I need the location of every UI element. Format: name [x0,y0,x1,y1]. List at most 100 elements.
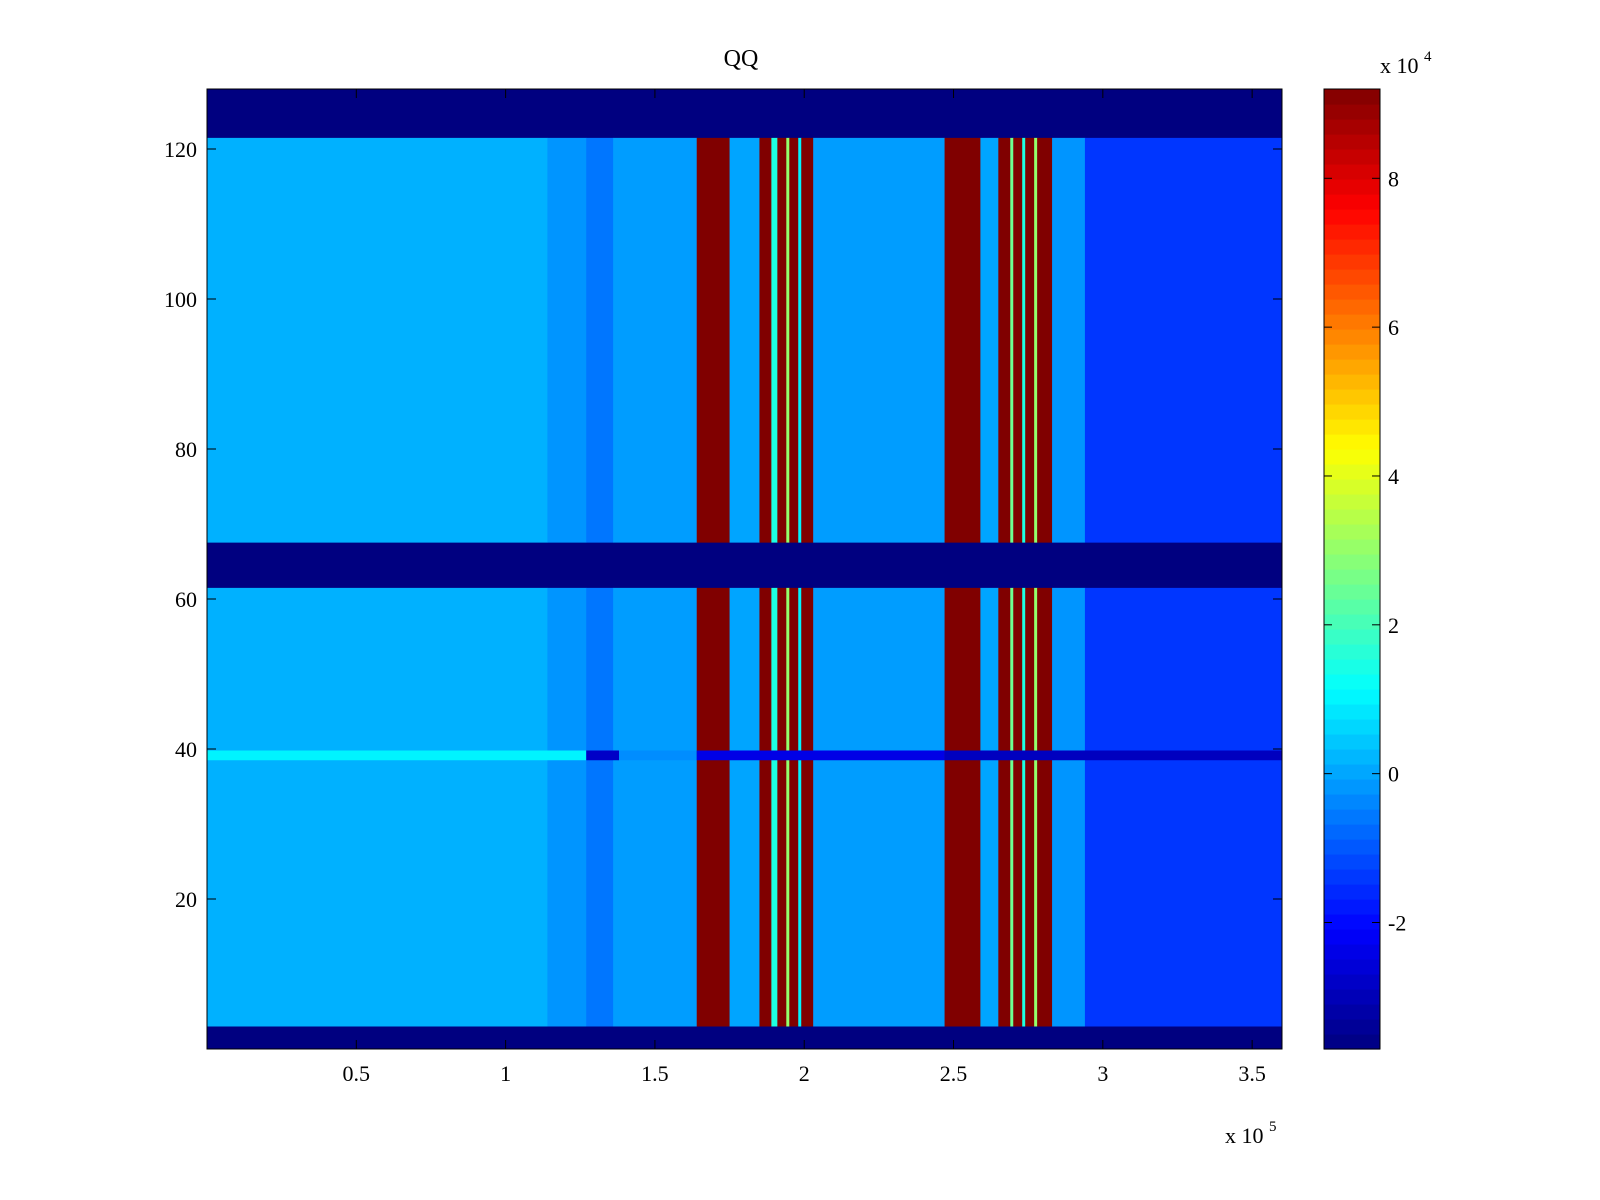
chart-title: QQ [724,46,759,72]
colorbar-step [1324,974,1380,990]
heatmap-column-band [547,137,587,543]
colorbar-step [1324,344,1380,360]
colorbar-step [1324,494,1380,510]
colorbar-step [1324,299,1380,315]
colorbar-step [1324,629,1380,645]
heatmap-column-band [1034,587,1038,1027]
colorbar-step [1324,704,1380,720]
x-tick-label: 3.5 [1238,1061,1266,1086]
heatmap-column-band [1037,587,1044,1027]
heatmap-column-band [1013,587,1023,1027]
colorbar-step [1324,194,1380,210]
colorbar-step [1324,209,1380,225]
colorbar-step [1324,959,1380,975]
colorbar-step [1324,149,1380,165]
heatmap-column-band [789,137,799,543]
colorbar-step [1324,119,1380,135]
heatmap-column-band [786,137,790,543]
heatmap-row-band [944,750,1282,761]
heatmap-column-band [1013,137,1023,543]
y-tick-label: 20 [175,887,197,912]
colorbar-step [1324,989,1380,1005]
colorbar-step [1324,914,1380,930]
colorbar-step [1324,269,1380,285]
x-axis-multiplier: x 10 5 [1225,1119,1277,1148]
heatmap-column-band [696,137,730,543]
x-axis: 0.5 1 1.5 2 2.5 3 3.5 [343,89,1266,1086]
heatmap-column-band [586,587,614,1027]
heatmap-column-band [729,587,760,1027]
colorbar-step [1324,734,1380,750]
colorbar-step [1324,599,1380,615]
heatmap-column-band [586,137,614,543]
colorbar-multiplier-exponent: 4 [1424,49,1432,65]
heatmap-column-band [813,587,945,1027]
x-multiplier-exponent: 5 [1269,1119,1277,1135]
colorbar-step [1324,104,1380,120]
colorbar-frame [1323,88,1381,1050]
heatmap-column-band [1052,587,1086,1027]
colorbar-step [1324,374,1380,390]
heatmap-column-band [613,137,698,543]
colorbar-step [1324,1019,1380,1035]
heatmap-column-band [1043,137,1053,543]
heatmap-column-band [207,587,548,1027]
heatmap-column-band [798,137,802,543]
heatmap-column-band [777,587,787,1027]
colorbar-step [1324,479,1380,495]
heatmap-column-band [980,137,999,543]
colorbar-multiplier: x 10 4 [1380,49,1432,78]
heatmap-column-band [1010,137,1014,543]
heatmap-column-band [786,587,790,1027]
colorbar-step [1324,1034,1380,1050]
colorbar-step [1324,614,1380,630]
colorbar-step [1324,179,1380,195]
colorbar-tick-label: 0 [1388,762,1399,787]
heatmap-row-band [619,750,697,761]
heatmap-min-row [207,89,1282,138]
x-tick-label: 3 [1097,1061,1108,1086]
x-tick-label: 1 [500,1061,511,1086]
heatmap-column-band [759,587,772,1027]
heatmap-column-band [1084,587,1283,1027]
colorbar-step [1324,854,1380,870]
colorbar-step [1324,779,1380,795]
colorbar-step [1324,554,1380,570]
heatmap-column-band [207,137,548,543]
heatmap-column-band [998,137,1011,543]
colorbar-tick-label: 2 [1388,613,1399,638]
y-tick-label: 80 [175,437,197,462]
heatmap-column-band [1052,137,1086,543]
colorbar-step [1324,944,1380,960]
y-tick-label: 40 [175,737,197,762]
x-tick-label: 1.5 [641,1061,669,1086]
colorbar-step [1324,434,1380,450]
colorbar-step [1324,749,1380,765]
colorbar-step [1324,539,1380,555]
colorbar-step [1324,839,1380,855]
heatmap-column-band [777,137,787,543]
colorbar-step [1324,689,1380,705]
heatmap-column-band [771,587,778,1027]
colorbar-step [1324,404,1380,420]
heatmap-column-band [798,587,802,1027]
colorbar-step [1324,134,1380,150]
heatmap-column-band [1025,587,1035,1027]
heatmap-column-band [998,587,1011,1027]
colorbar-step [1324,329,1380,345]
colorbar-step [1324,164,1380,180]
colorbar-step [1324,644,1380,660]
x-multiplier-base: x 10 [1225,1123,1264,1148]
colorbar-step [1324,389,1380,405]
colorbar-step [1324,584,1380,600]
colorbar-step [1324,359,1380,375]
colorbar-step [1324,794,1380,810]
heatmap-column-band [801,137,814,543]
colorbar-step [1324,224,1380,240]
y-tick-label: 120 [164,137,197,162]
heatmap-min-row [207,1026,1282,1049]
colorbar-step [1324,89,1380,105]
plot-area [206,88,1283,1050]
colorbar-step [1324,314,1380,330]
colorbar-step [1324,254,1380,270]
